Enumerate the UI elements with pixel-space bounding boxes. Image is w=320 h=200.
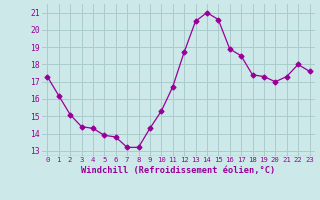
- X-axis label: Windchill (Refroidissement éolien,°C): Windchill (Refroidissement éolien,°C): [81, 166, 276, 175]
